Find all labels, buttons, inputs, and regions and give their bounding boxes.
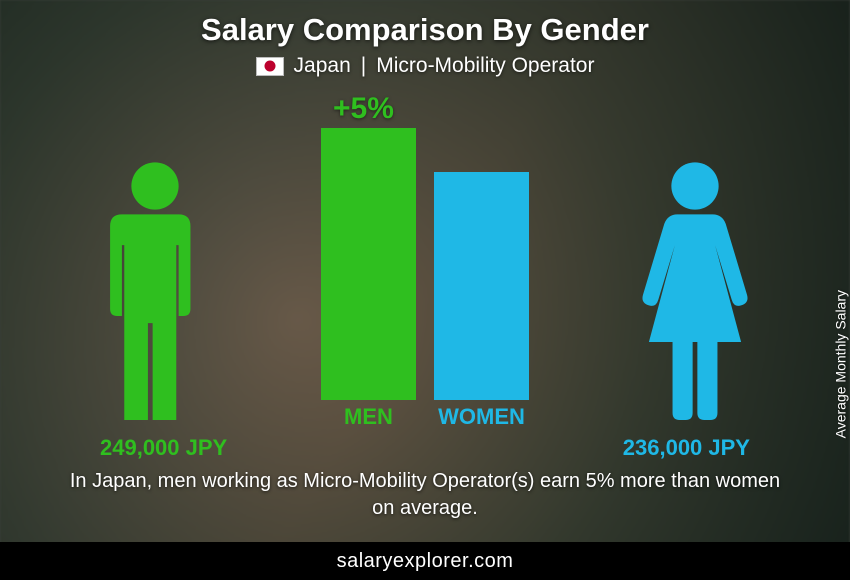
content-overlay: Salary Comparison By Gender Japan | Micr… — [0, 0, 850, 580]
description-text: In Japan, men working as Micro-Mobility … — [0, 468, 850, 522]
male-figure-icon — [95, 160, 215, 420]
women-bar-label: WOMEN — [434, 404, 529, 430]
footer-bar: salaryexplorer.com — [0, 542, 850, 580]
page-title: Salary Comparison By Gender — [0, 0, 850, 48]
women-bar — [434, 172, 529, 400]
men-bar — [321, 128, 416, 400]
men-salary-value: 249,000 JPY — [100, 435, 227, 461]
site-name: salaryexplorer.com — [337, 550, 514, 572]
men-bar-label: MEN — [321, 404, 416, 430]
country-label: Japan — [294, 54, 351, 78]
women-salary-value: 236,000 JPY — [623, 435, 750, 461]
separator: | — [361, 54, 366, 78]
y-axis-label: Average Monthly Salary — [832, 290, 848, 438]
female-figure-icon — [635, 160, 755, 420]
job-title: Micro-Mobility Operator — [376, 54, 594, 78]
japan-flag-icon — [256, 57, 284, 76]
bar-group: MEN WOMEN — [315, 100, 535, 430]
comparison-chart: +5% MEN WOMEN 249,000 JPY 236,000 JPY — [65, 100, 785, 450]
subtitle-row: Japan | Micro-Mobility Operator — [0, 54, 850, 78]
